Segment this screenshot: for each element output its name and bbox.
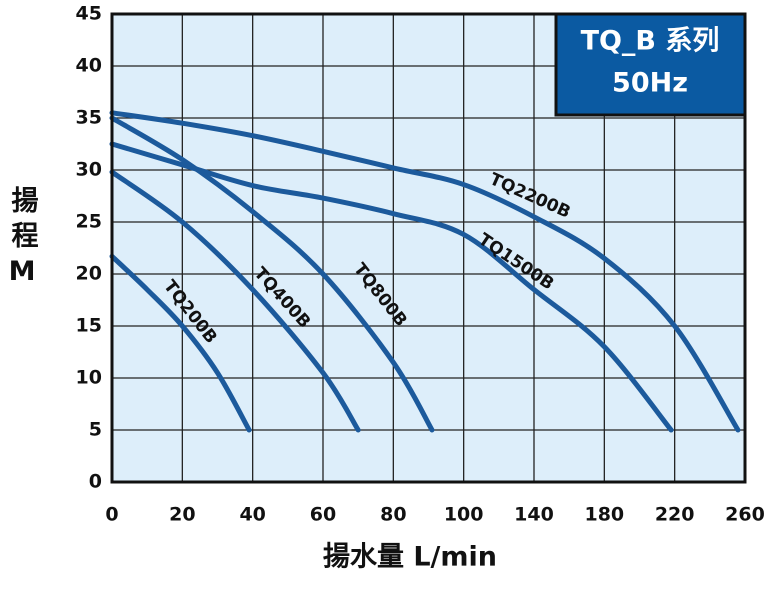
title-box	[554, 12, 747, 117]
curve	[109, 253, 252, 433]
y-tick-label: 20	[76, 263, 102, 285]
x-tick-label: 20	[169, 504, 195, 526]
y-tick-label: 35	[76, 107, 102, 129]
x-tick-label: 0	[105, 504, 118, 526]
y-tick-label: 30	[76, 159, 102, 181]
x-tick-label: 40	[239, 504, 265, 526]
curve	[109, 141, 674, 433]
y-axis-title: 揚程M	[7, 186, 39, 295]
curve	[109, 169, 361, 433]
x-tick-label: 260	[725, 504, 765, 526]
y-tick-label: 25	[76, 211, 102, 233]
y-tick-label: 15	[76, 315, 102, 337]
x-axis-title: 揚水量 L/min	[323, 542, 497, 573]
y-tick-label: 10	[76, 367, 102, 389]
chart-subtitle: 50Hz	[612, 68, 688, 99]
y-tick-label: 0	[89, 471, 102, 493]
curve	[109, 115, 435, 433]
x-tick-label: 60	[310, 504, 336, 526]
y-tick-label: 40	[76, 55, 102, 77]
x-tick-label: 220	[655, 504, 695, 526]
x-tick-label: 80	[380, 504, 406, 526]
chart-title: TQ_B 系列	[581, 26, 720, 57]
y-tick-label: 5	[89, 419, 102, 441]
x-tick-label: 100	[444, 504, 484, 526]
y-tick-label: 45	[76, 3, 102, 25]
x-tick-label: 180	[584, 504, 624, 526]
x-tick-label: 140	[514, 504, 554, 526]
plot-border	[110, 12, 747, 484]
curve	[109, 110, 741, 433]
